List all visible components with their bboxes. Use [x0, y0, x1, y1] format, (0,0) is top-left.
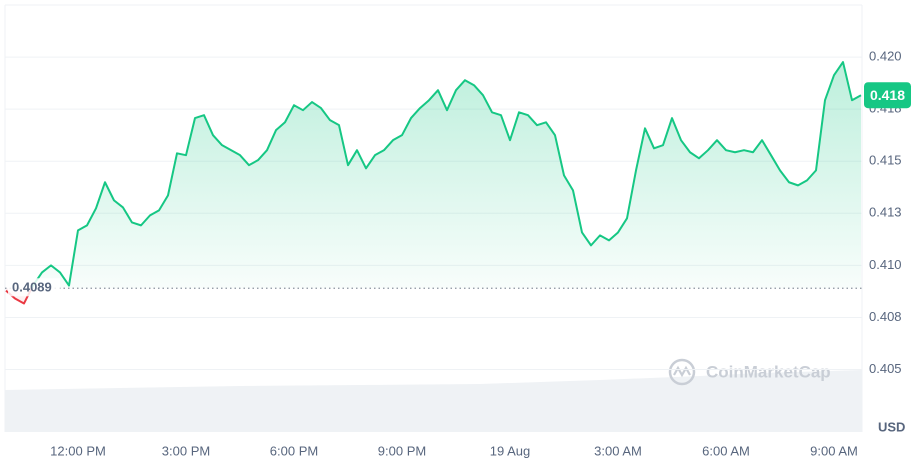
x-tick-label: 19 Aug: [490, 443, 531, 458]
y-tick-label: 0.410: [869, 257, 902, 272]
area-fill: [6, 62, 861, 304]
baseline-label-bg: [8, 278, 60, 297]
watermark: CoinMarketCap: [668, 358, 831, 386]
y-tick-label: 0.420: [869, 49, 902, 64]
watermark-text: CoinMarketCap: [706, 362, 831, 381]
price-badge: [864, 82, 911, 109]
y-tick-label: 0.415: [869, 153, 902, 168]
baseline-label: 0.4089: [12, 280, 52, 295]
y-tick-label: 0.405: [869, 361, 902, 376]
price-line: [5, 61, 862, 305]
plot: 0.405 0.408 0.410 0.413 0.415 0.418 0.420 12:00…: [5, 49, 911, 458]
watermark-logo-mark: [673, 365, 691, 378]
y-tick-label: 0.413: [869, 205, 902, 220]
x-tick-label: 12:00 PM: [50, 443, 106, 458]
x-tick-label: 3:00 PM: [162, 443, 210, 458]
price-badge-label: 0.418: [870, 87, 905, 103]
x-tick-label: 9:00 PM: [378, 443, 426, 458]
volume-area: [5, 370, 862, 432]
x-tick-label: 6:00 AM: [702, 443, 750, 458]
y-tick-label: 0.408: [869, 309, 902, 324]
y-unit: USD: [878, 419, 905, 434]
x-tick-label: 9:00 AM: [810, 443, 858, 458]
x-tick-label: 6:00 PM: [270, 443, 318, 458]
x-tick-label: 3:00 AM: [594, 443, 642, 458]
watermark-logo: [668, 358, 696, 386]
